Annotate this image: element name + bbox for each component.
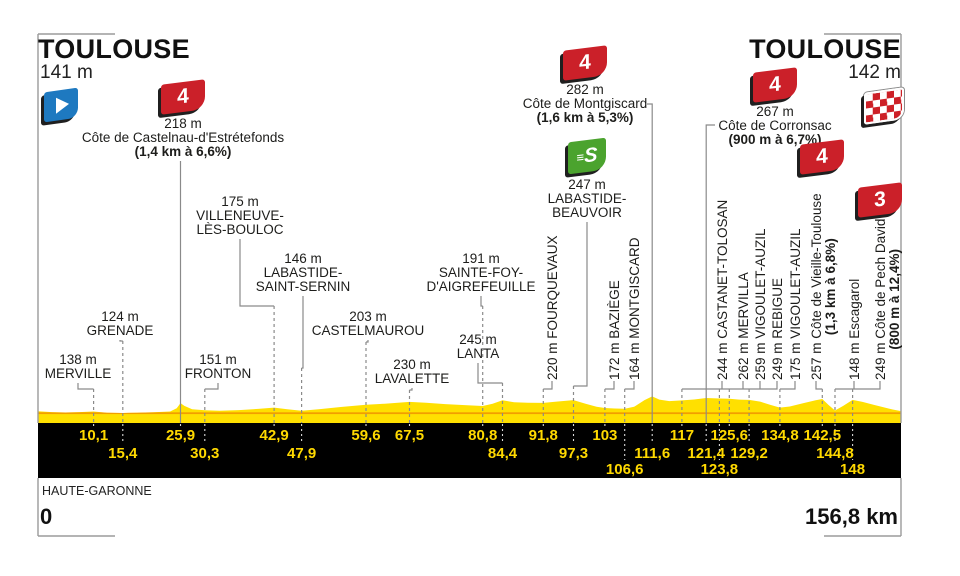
marker-label: 151 m FRONTON (184, 352, 252, 381)
marker-label: 247 m LABASTIDE- BEAUVOIR (547, 177, 627, 220)
km-marker-number: 123,8 (700, 461, 739, 478)
marker-label: 230 m LAVALETTE (374, 357, 450, 386)
region-label: HAUTE-GARONNE (42, 484, 152, 498)
km-marker-number: 121,4 (687, 445, 725, 462)
marker-label: 191 m SAINTE-FOY- D'AIGREFEUILLE (426, 251, 536, 294)
checkered-flag-icon (864, 87, 904, 125)
marker-label: 138 m MERVILLE (44, 352, 112, 381)
marker-label-vertical: 172 m BAZIÈGE (607, 280, 622, 380)
start-elevation: 141 m (40, 62, 93, 83)
km-marker-number: 134,8 (761, 427, 799, 444)
km-marker-number: 106,6 (605, 461, 644, 478)
km-marker-number: 142,5 (803, 427, 842, 444)
marker-label-vertical: 148 m Escagarol (847, 278, 862, 380)
marker-label-vertical: 164 m MONTGISCARD (627, 237, 642, 380)
km-marker-number: 80,8 (468, 427, 498, 444)
marker-connector-solid-lines (77, 103, 881, 423)
marker-label: 245 m LANTA (456, 332, 500, 361)
km-marker-number: 42,9 (259, 427, 289, 444)
km-strip-ticks (93, 424, 854, 460)
finish-city-title: TOULOUSE (749, 34, 901, 64)
marker-label: 218 m Côte de Castelnau-d'Estrétefonds (1,… (81, 116, 285, 159)
marker-label: 124 m GRENADE (86, 309, 154, 338)
km-marker-number: 117 (669, 427, 695, 444)
km-marker-number: 15,4 (108, 445, 138, 462)
total-distance-label: 156,8 km (805, 504, 898, 529)
start-km-label: 0 (40, 504, 53, 529)
marker-label-vertical: 249 m Côte de Pech David (800 m à 12,4%) (873, 218, 902, 380)
start-city-title: TOULOUSE (38, 34, 190, 64)
km-marker-number: 67,5 (394, 427, 425, 444)
start-flag-triangle (56, 95, 69, 114)
corner-brackets (38, 33, 901, 537)
km-marker-number: 148 (840, 461, 866, 478)
marker-label-vertical: 244 m CASTANET-TOLOSAN (715, 199, 730, 380)
marker-label-vertical: 257 m Côte de Vieille-Toulouse (1,3 km à … (809, 193, 838, 380)
km-marker-number: 25,9 (165, 427, 196, 444)
km-marker-number: 47,9 (287, 445, 317, 462)
km-marker-number: 59,6 (351, 427, 381, 444)
km-marker-number: 10,1 (78, 427, 109, 444)
marker-label: 267 m Côte de Corronsac (900 m à 6,7%) (718, 104, 832, 147)
marker-label: 203 m CASTELMAUROU (311, 309, 425, 338)
marker-label-vertical: 259 m VIGOULET-AUZIL (753, 228, 768, 380)
marker-label: 146 m LABASTIDE- SAINT-SERNIN (255, 251, 351, 294)
km-marker-number: 84,4 (487, 445, 518, 462)
marker-label-vertical: 262 m MERVILLA (736, 272, 751, 380)
marker-label-vertical: 249 m REBIGUE (770, 277, 785, 380)
profile-orange-line (38, 412, 901, 415)
km-marker-number: 111,6 (634, 445, 671, 462)
marker-label: 175 m VILLENEUVE- LÈS-BOULOC (196, 194, 284, 237)
km-marker-number: 91,8 (528, 427, 558, 444)
km-marker-number: 125,6 (710, 427, 749, 444)
finish-elevation: 142 m (848, 62, 901, 83)
elevation-profile-area (38, 396, 901, 423)
marker-label: 282 m Côte de Montgiscard (1,6 km à 5,3%) (522, 82, 648, 125)
km-marker-number: 129,2 (730, 445, 768, 462)
km-marker-number: 30,3 (190, 445, 220, 462)
marker-label-vertical: 175 m VIGOULET-AUZIL (788, 228, 803, 380)
km-marker-number: 144,8 (816, 445, 854, 462)
km-marker-number: 103 (592, 427, 618, 444)
km-marker-number: 97,3 (558, 445, 589, 462)
km-strip (38, 423, 901, 478)
marker-label-vertical: 220 m FOURQUEVAUX (545, 235, 560, 380)
